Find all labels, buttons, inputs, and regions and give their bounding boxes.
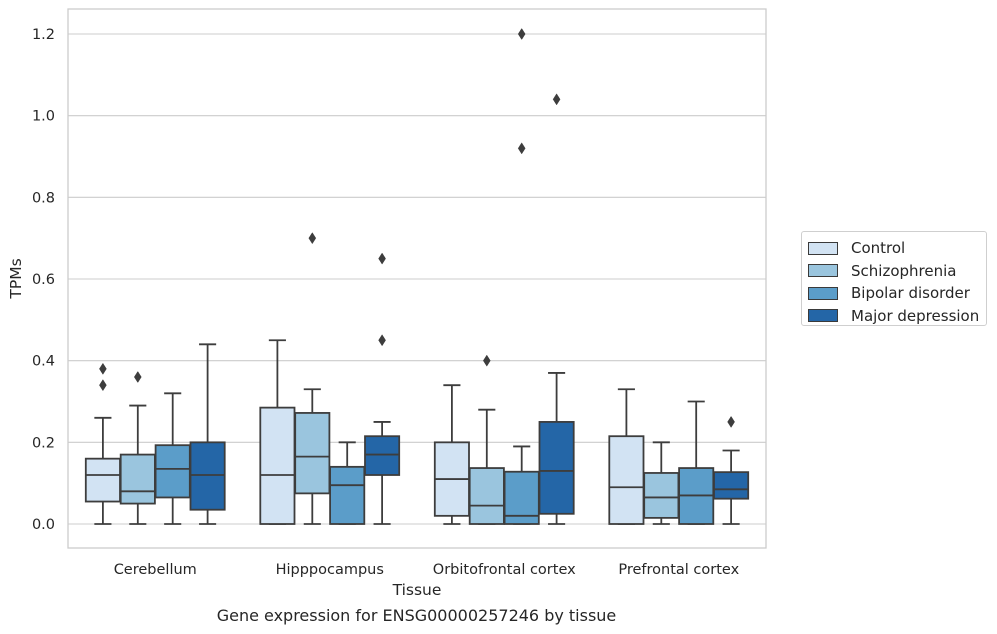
legend-label: Bipolar disorder — [851, 284, 970, 303]
outlier-point — [517, 28, 526, 40]
x-axis-label: Tissue — [392, 581, 442, 599]
outlier-point — [483, 354, 491, 367]
outlier-point — [99, 362, 107, 375]
outlier-point — [727, 415, 735, 428]
legend-item: Major depression — [808, 305, 986, 328]
outlier-point — [308, 232, 317, 245]
legend-swatch — [808, 264, 838, 278]
box — [713, 471, 750, 500]
y-tick-label: 0.2 — [32, 435, 55, 451]
figure-caption: Gene expression for ENSG00000257246 by t… — [216, 606, 617, 625]
legend-swatch — [808, 286, 838, 300]
y-tick-label: 1.2 — [32, 27, 55, 43]
box — [189, 441, 226, 511]
legend-label: Control — [851, 239, 906, 258]
x-tick-label: Prefrontal cortex — [618, 562, 739, 578]
legend-label: Major depression — [851, 306, 980, 325]
box — [329, 465, 366, 525]
legend-swatch — [808, 241, 838, 255]
box — [468, 467, 505, 525]
outlier-point — [517, 142, 526, 155]
box — [154, 444, 191, 499]
box — [259, 406, 296, 525]
box — [119, 453, 156, 505]
legend-item: Bipolar disorder — [808, 282, 986, 305]
legend-swatch — [808, 309, 838, 323]
legend-label: Schizophrenia — [851, 261, 957, 280]
box — [84, 457, 121, 503]
x-tick-label: Hipppocampus — [276, 562, 384, 578]
y-tick-label: 0.4 — [32, 354, 55, 370]
outlier-point — [99, 379, 107, 392]
box — [538, 421, 575, 515]
legend: Control Schizophrenia Bipolar disorder Majo… — [801, 231, 987, 326]
x-tick-label: Cerebellum — [114, 562, 197, 578]
box — [608, 435, 645, 525]
y-tick-label: 0.6 — [32, 272, 55, 288]
outlier-point — [378, 252, 386, 265]
box — [294, 412, 331, 495]
outlier-point — [552, 93, 561, 106]
y-tick-label: 0.0 — [32, 517, 55, 533]
outlier-point — [378, 334, 386, 347]
y-axis-label: TPMs — [7, 258, 25, 299]
legend-item: Control — [808, 237, 986, 260]
legend-item: Schizophrenia — [808, 260, 986, 283]
plot-frame — [67, 8, 767, 549]
x-tick-label: Orbitofrontal cortex — [433, 562, 576, 578]
box — [364, 435, 401, 476]
y-tick-label: 1.0 — [32, 109, 55, 125]
y-tick-label: 0.8 — [32, 190, 55, 206]
outlier-point — [134, 371, 142, 383]
box — [643, 472, 680, 519]
